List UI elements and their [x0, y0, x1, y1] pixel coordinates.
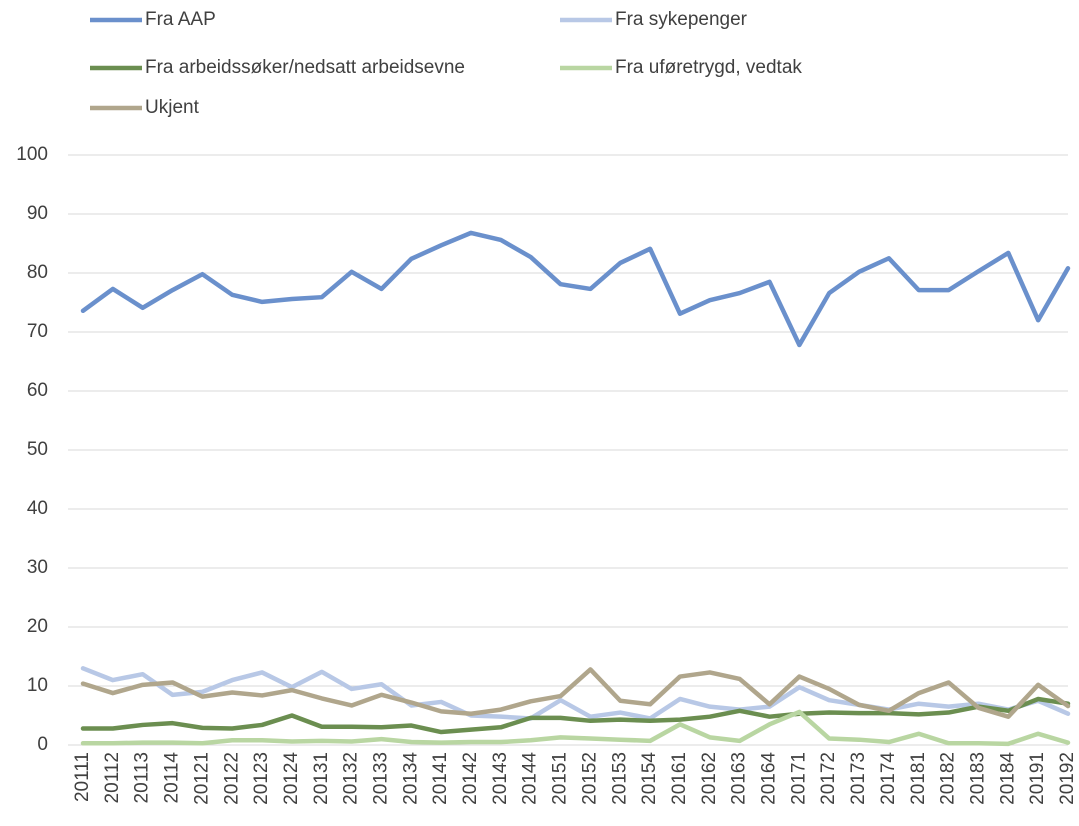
series-line	[80, 667, 1071, 719]
x-tick-label: 20184	[997, 752, 1018, 805]
x-tick-label: 20183	[967, 752, 988, 805]
y-tick-label: 100	[16, 144, 48, 165]
x-tick-label: 20151	[550, 752, 571, 805]
x-tick-label: 20111	[72, 752, 93, 802]
x-tick-label: 20132	[341, 752, 362, 805]
y-tick-label: 20	[27, 616, 48, 637]
y-tick-label: 10	[27, 675, 48, 696]
series-line	[80, 666, 1071, 721]
x-tick-label: 20173	[848, 752, 869, 805]
x-tick-label: 20121	[191, 752, 212, 805]
legend-label: Fra sykepenger	[615, 9, 748, 30]
x-tick-label: 20164	[759, 752, 780, 805]
y-tick-label: 80	[27, 262, 48, 283]
x-tick-label: 20174	[878, 752, 899, 805]
x-tick-label: 20113	[132, 752, 153, 803]
x-tick-label: 20171	[788, 752, 809, 805]
y-tick-label: 60	[27, 380, 48, 401]
x-tick-label: 20141	[430, 752, 451, 805]
x-tick-label: 20144	[520, 752, 541, 805]
x-tick-label: 20131	[311, 752, 332, 805]
x-tick-label: 20153	[609, 752, 630, 805]
y-tick-label: 40	[27, 498, 48, 519]
x-tick-label: 20181	[908, 752, 929, 805]
y-tick-label: 0	[37, 734, 48, 755]
x-tick-label: 20162	[699, 752, 720, 805]
x-tick-label: 20123	[251, 752, 272, 805]
x-tick-label: 20114	[162, 752, 183, 804]
series-line	[80, 230, 1071, 348]
legend-label: Ukjent	[145, 97, 200, 118]
y-tick-label: 50	[27, 439, 48, 460]
x-tick-label: 20112	[102, 752, 123, 803]
x-tick-label: 20161	[669, 752, 690, 805]
legend-label: Fra AAP	[145, 9, 216, 30]
x-tick-label: 20134	[400, 752, 421, 805]
x-tick-label: 20192	[1057, 752, 1078, 805]
x-tick-label: 20172	[818, 752, 839, 805]
legend-label: Fra arbeidssøker/nedsatt arbeidsevne	[145, 57, 465, 78]
y-tick-label: 90	[27, 203, 48, 224]
x-tick-label: 20124	[281, 752, 302, 805]
x-tick-label: 20182	[938, 752, 959, 805]
x-tick-label: 20122	[221, 752, 242, 805]
legend-label: Fra uføretrygd, vedtak	[615, 57, 802, 78]
x-tick-label: 20163	[729, 752, 750, 805]
x-tick-label: 20152	[579, 752, 600, 805]
x-tick-label: 20154	[639, 752, 660, 805]
y-tick-label: 30	[27, 557, 48, 578]
x-tick-label: 20142	[460, 752, 481, 805]
series-line	[80, 709, 1071, 747]
x-tick-label: 20143	[490, 752, 511, 805]
x-tick-label: 20133	[371, 752, 392, 805]
series-line	[80, 696, 1071, 735]
y-tick-label: 70	[27, 321, 48, 342]
x-tick-label: 20191	[1027, 752, 1048, 805]
